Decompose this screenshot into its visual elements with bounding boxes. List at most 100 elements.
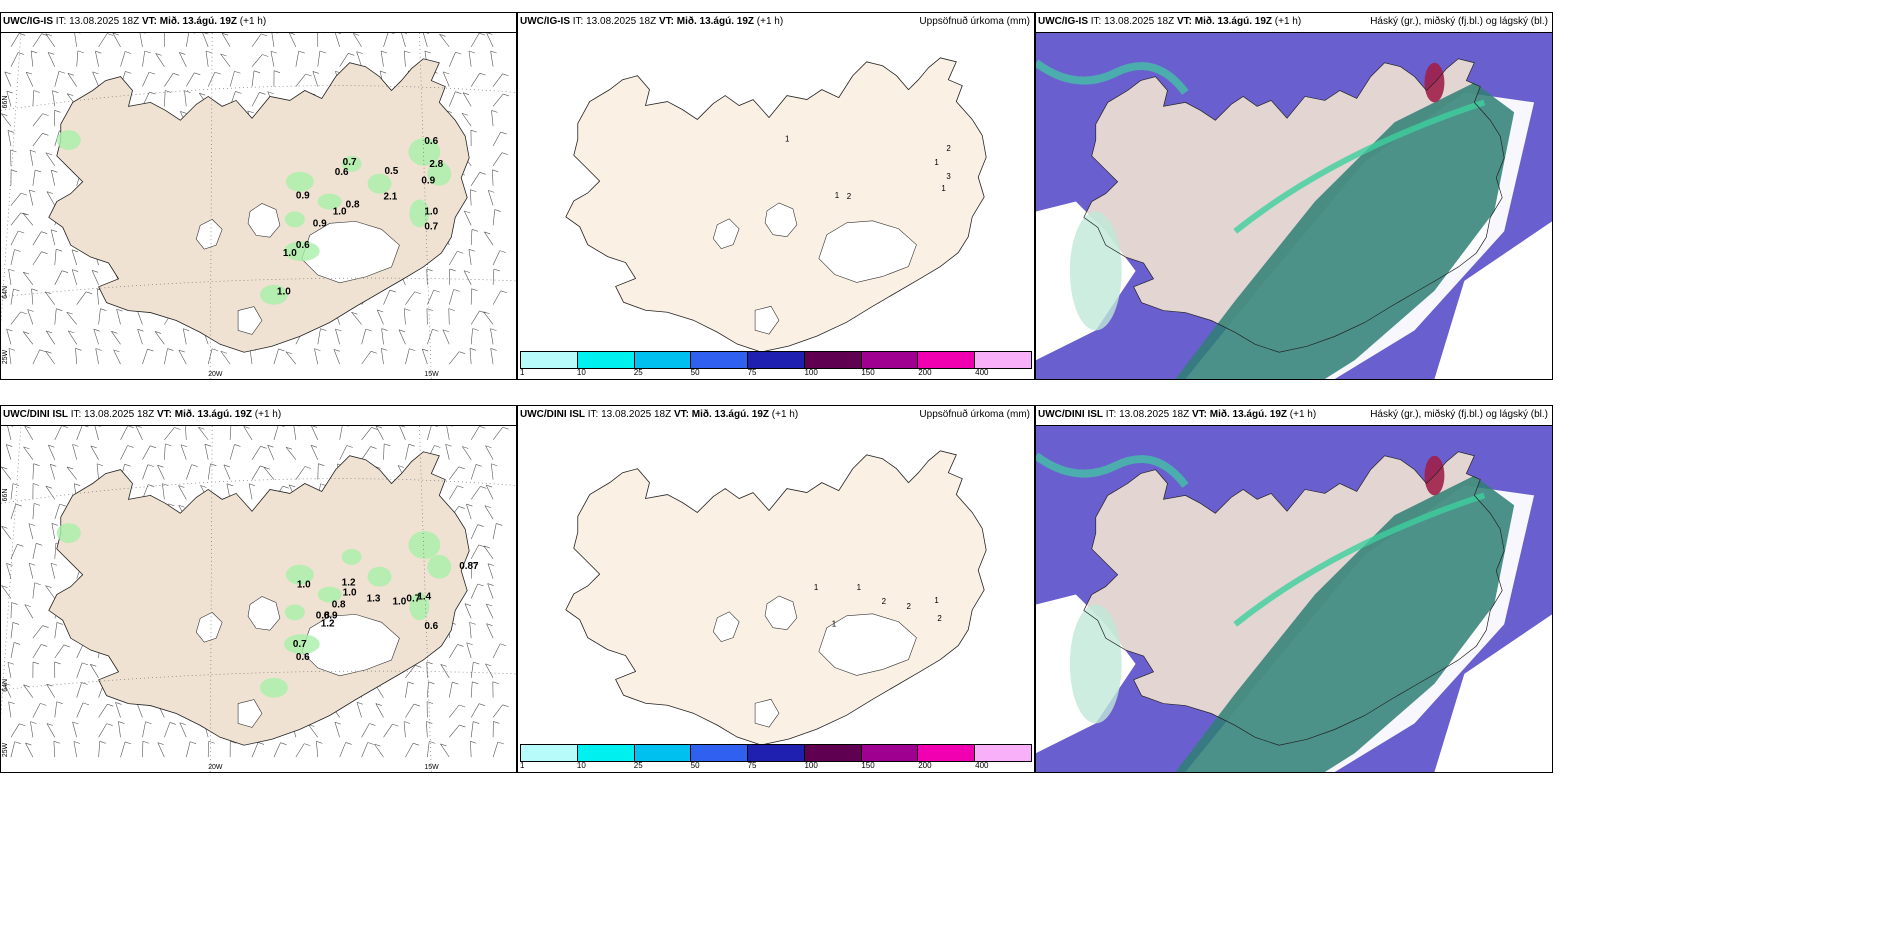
glaciers xyxy=(712,202,917,335)
legend-label: 200 xyxy=(918,368,932,377)
legend-color-cell xyxy=(975,745,1032,761)
precip-value-label: 0.9 xyxy=(421,176,435,187)
legend-labels: 1 10 25 50 75 100 150 200 400 xyxy=(520,368,1032,378)
map-area[interactable] xyxy=(1036,425,1552,772)
legend-label: 50 xyxy=(690,761,700,770)
lon-15-label: 15W xyxy=(424,764,439,771)
wind-map-panel-bottom: UWC/DINI ISL IT: 13.08.2025 18Z VT: Mið.… xyxy=(0,405,517,773)
accum-value-label: 2 xyxy=(906,602,911,611)
cloud-unit-label: Háský (gr.), miðský (fj.bl.) og lágský (… xyxy=(1370,409,1548,420)
lon-25-label: 25W xyxy=(2,349,9,364)
accum-value-label: 2 xyxy=(882,597,887,606)
coastline xyxy=(1083,451,1505,746)
panel-title: UWC/DINI ISL IT: 13.08.2025 18Z VT: Mið.… xyxy=(3,409,282,420)
cloud-map xyxy=(1036,426,1552,772)
cloud-map-panel-bottom: UWC/DINI ISL IT: 13.08.2025 18Z VT: Mið.… xyxy=(1035,405,1553,773)
accum-value-label: 2 xyxy=(946,144,951,153)
precip-unit-label: Uppsöfnuð úrkoma (mm) xyxy=(919,16,1030,27)
iceland-land xyxy=(565,450,987,744)
accum-value-label: 1 xyxy=(857,583,862,592)
mid-cloud-layer xyxy=(1175,475,1515,772)
precip-value-label: 2.8 xyxy=(429,159,443,170)
legend-cells xyxy=(520,744,1032,762)
precip-value-label: 0.8 xyxy=(346,200,360,211)
cloud-unit-label: Háský (gr.), miðský (fj.bl.) og lágský (… xyxy=(1370,16,1548,27)
clear-sky-area xyxy=(1434,221,1552,379)
accum-value-label: 2 xyxy=(847,192,852,201)
accum-value-label: 1 xyxy=(832,620,837,629)
precip-map: 1 1 2 2 1 2 1 xyxy=(565,450,987,744)
cloud-edge xyxy=(1233,492,1486,627)
precip-values: 0.62.80.50.70.60.9 2.10.90.81.00.91.00.70… xyxy=(277,136,444,298)
lat-64-label: 64N xyxy=(2,679,9,692)
accum-value-label: 2 xyxy=(937,614,942,623)
glaciers xyxy=(195,203,400,335)
low-cloud-area xyxy=(1069,604,1122,724)
legend-label: 100 xyxy=(804,761,818,770)
precip-areas xyxy=(56,130,452,305)
accum-value-label: 1 xyxy=(835,191,840,200)
mid-cloud-layer xyxy=(1175,82,1515,379)
lat-66-label: 66N xyxy=(2,96,9,109)
precip-areas xyxy=(56,523,452,698)
iceland-land xyxy=(565,57,987,351)
map-area[interactable]: 66N 64N 25W 20W 15W 0.87 1.0 1.2 1.0 1.3 0.7 1… xyxy=(1,425,516,772)
accum-value-label: 1 xyxy=(814,583,819,592)
legend-label: 75 xyxy=(747,761,757,770)
glaciers xyxy=(712,595,917,728)
map-area[interactable]: 1 1 2 2 1 2 1 xyxy=(518,425,1034,744)
legend-color-cell xyxy=(748,352,805,368)
accum-values: 1 1 2 2 1 2 1 xyxy=(814,583,943,629)
legend-label: 200 xyxy=(918,761,932,770)
legend-label: 1 xyxy=(520,368,525,377)
precip-value-label: 1.4 xyxy=(417,592,431,603)
lat-66-label: 66N xyxy=(2,489,9,502)
precip-value-label: 1.0 xyxy=(392,596,406,607)
legend-color-cell xyxy=(918,745,976,761)
precip-map-panel-bottom: UWC/DINI ISL IT: 13.08.2025 18Z VT: Mið.… xyxy=(517,405,1035,773)
legend-color-cell xyxy=(691,352,749,368)
legend-color-cell xyxy=(577,745,635,761)
precip-value-label: 0.6 xyxy=(296,652,310,663)
map-area[interactable]: 66N 64N 25W 20W 15W 0.6 2.8 0.5 0.7 0.6 0.9 2.… xyxy=(1,32,516,379)
panel-title: UWC/IG-IS IT: 13.08.2025 18Z VT: Mið. 13… xyxy=(1038,16,1302,27)
panel-title: UWC/DINI ISL IT: 13.08.2025 18Z VT: Mið.… xyxy=(520,409,799,420)
map-area[interactable] xyxy=(1036,32,1552,379)
legend-color-cell xyxy=(521,352,578,368)
legend-color-cell xyxy=(804,745,862,761)
panel-title: UWC/IG-IS IT: 13.08.2025 18Z VT: Mið. 13… xyxy=(520,16,784,27)
legend-label: 25 xyxy=(633,368,643,377)
legend-color-cell xyxy=(748,745,805,761)
legend-label: 75 xyxy=(747,368,757,377)
lat-lon-grid xyxy=(1,33,516,379)
lon-20-label: 20W xyxy=(208,371,223,378)
precip-value-label: 1.2 xyxy=(321,618,335,629)
lon-25-label: 25W xyxy=(2,742,9,757)
precip-unit-label: Uppsöfnuð úrkoma (mm) xyxy=(919,409,1030,420)
precip-value-label: 0.8 xyxy=(316,610,330,621)
accum-value-label: 1 xyxy=(785,134,790,143)
wind-map: 66N 64N 25W 20W 15W 0.871.0 1.21.01.3 0.71… xyxy=(1,426,516,772)
accum-value-label: 3 xyxy=(946,172,951,181)
precip-value-label: 0.7 xyxy=(343,157,357,168)
legend-label: 1 xyxy=(520,761,525,770)
precip-value-label: 0.6 xyxy=(296,240,310,251)
legend-label: 150 xyxy=(861,368,875,377)
precip-value-label: 1.0 xyxy=(277,287,291,298)
wind-map-panel-top: UWC/IG-IS IT: 13.08.2025 18Z VT: Mið. 13… xyxy=(0,12,517,380)
accum-value-label: 1 xyxy=(934,158,939,167)
legend-label: 25 xyxy=(633,761,643,770)
precip-value-label: 1.0 xyxy=(283,248,297,259)
legend-label: 50 xyxy=(690,368,700,377)
precip-value-label: 1.0 xyxy=(424,206,438,217)
precip-value-label: 0.87 xyxy=(459,561,479,572)
legend-color-cell xyxy=(975,352,1032,368)
legend-color-cell xyxy=(634,352,692,368)
glaciers xyxy=(195,596,400,728)
precip-value-label: 0.9 xyxy=(324,610,338,621)
precip-value-label: 1.2 xyxy=(342,578,356,589)
precip-value-label: 0.6 xyxy=(335,167,349,178)
